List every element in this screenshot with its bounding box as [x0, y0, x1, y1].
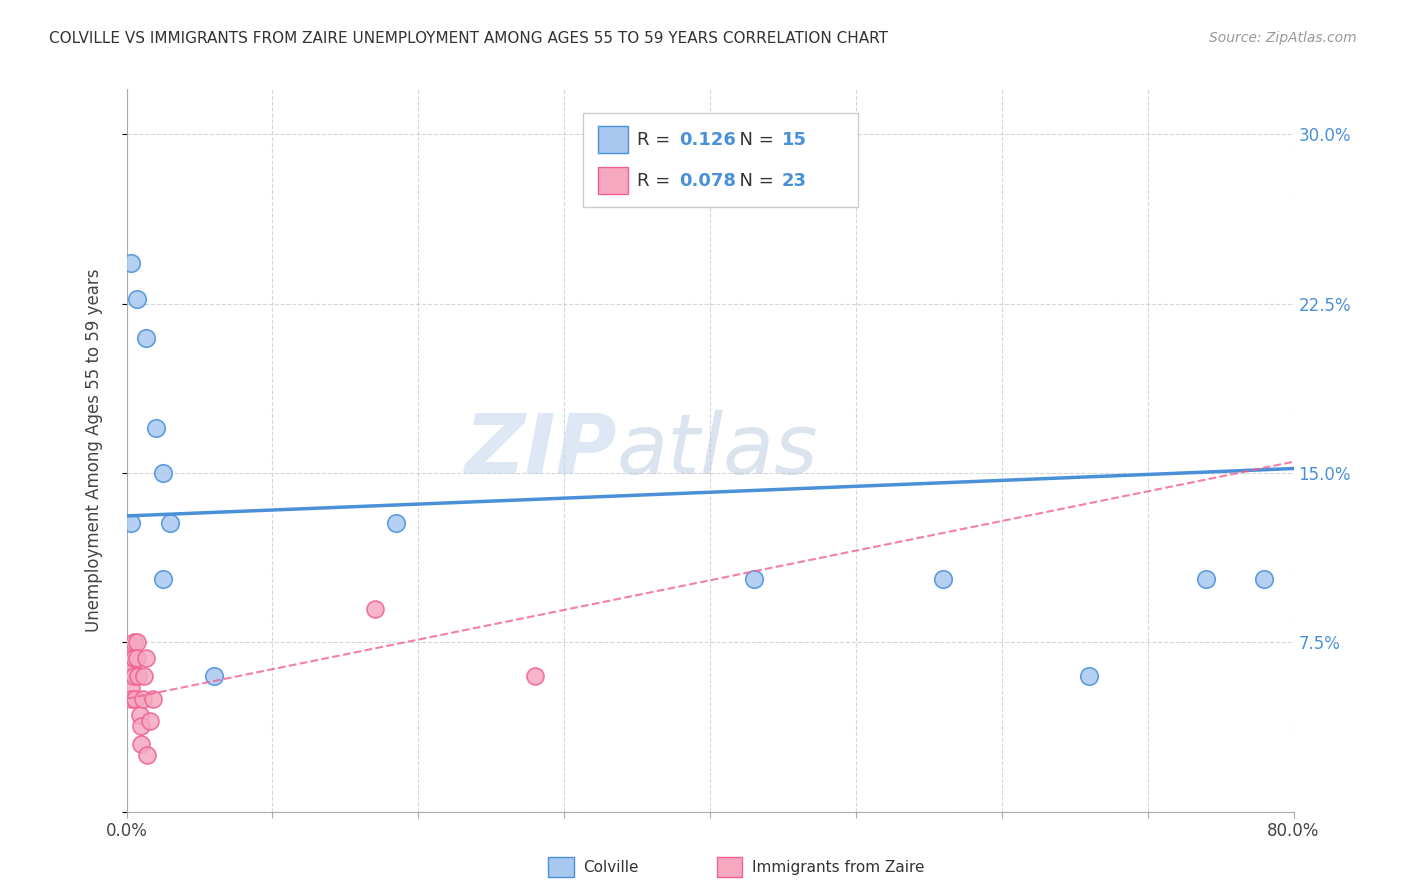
Text: COLVILLE VS IMMIGRANTS FROM ZAIRE UNEMPLOYMENT AMONG AGES 55 TO 59 YEARS CORRELA: COLVILLE VS IMMIGRANTS FROM ZAIRE UNEMPL…: [49, 31, 889, 46]
Point: [134, 330, 156, 344]
Text: atlas: atlas: [617, 410, 818, 491]
Text: N =: N =: [728, 130, 780, 148]
Point: [145, 421, 167, 435]
Point: [1195, 572, 1218, 586]
Point: [202, 669, 225, 683]
Point: [159, 516, 181, 530]
Point: [134, 651, 156, 665]
Text: Immigrants from Zaire: Immigrants from Zaire: [752, 860, 925, 874]
Point: [742, 572, 765, 586]
Point: [122, 635, 145, 649]
Point: [131, 691, 153, 706]
Point: [129, 719, 152, 733]
Point: [125, 292, 148, 306]
Text: 23: 23: [782, 172, 807, 190]
Point: [121, 663, 143, 677]
Text: R =: R =: [637, 172, 676, 190]
Point: [136, 748, 159, 763]
Text: Source: ZipAtlas.com: Source: ZipAtlas.com: [1209, 31, 1357, 45]
Point: [120, 681, 142, 695]
Point: [120, 256, 142, 270]
Point: [120, 669, 142, 683]
Text: 0.126: 0.126: [679, 130, 735, 148]
Point: [121, 651, 143, 665]
Text: 15: 15: [782, 130, 807, 148]
Point: [1253, 572, 1275, 586]
Text: N =: N =: [728, 172, 780, 190]
Text: R =: R =: [637, 130, 676, 148]
Point: [122, 669, 145, 683]
Point: [152, 572, 174, 586]
Point: [120, 516, 142, 530]
Text: 0.078: 0.078: [679, 172, 737, 190]
Text: ZIP: ZIP: [464, 410, 617, 491]
Point: [122, 651, 145, 665]
Y-axis label: Unemployment Among Ages 55 to 59 years: Unemployment Among Ages 55 to 59 years: [84, 268, 103, 632]
Point: [152, 466, 174, 480]
Point: [132, 669, 155, 683]
Point: [124, 691, 146, 706]
Point: [127, 669, 149, 683]
Text: Colville: Colville: [583, 860, 638, 874]
Point: [932, 572, 955, 586]
Point: [524, 669, 547, 683]
Point: [1078, 669, 1101, 683]
Point: [128, 707, 150, 722]
Point: [125, 651, 148, 665]
Point: [385, 516, 408, 530]
Point: [139, 714, 162, 729]
Point: [129, 737, 152, 751]
Point: [125, 635, 148, 649]
Point: [120, 691, 142, 706]
Point: [142, 691, 165, 706]
Point: [363, 601, 385, 615]
